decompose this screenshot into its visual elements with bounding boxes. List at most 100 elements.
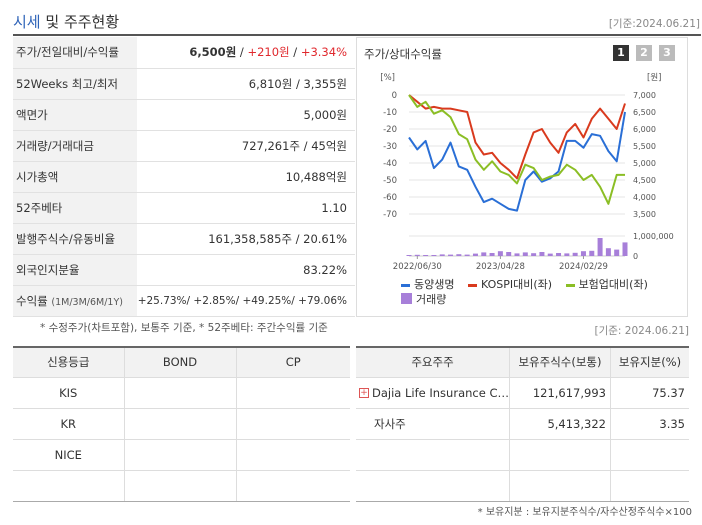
volume-bar	[423, 255, 429, 256]
volume-bar	[464, 254, 470, 256]
holders-footnote: * 보유지분 : 보유지분주식수/자수산정주식수×100	[477, 507, 692, 518]
quote-row-price: 주가/전일대비/수익률 6,500원 / +210원 / +3.34%	[13, 37, 355, 69]
left-tick-label: -30	[383, 142, 397, 152]
left-tick-label: -50	[383, 176, 397, 186]
right-tick-label: 5,000	[633, 159, 656, 168]
quote-value: 10,488억원	[137, 161, 355, 193]
quote-label: 발행주식수/유동비율	[13, 223, 137, 255]
quote-label: 거래량/거래대금	[13, 130, 137, 162]
legend-item[interactable]: 보험업대비(좌)	[565, 277, 648, 292]
column-header: BOND	[123, 346, 236, 378]
x-tick-label: 2022/06/30	[393, 262, 442, 272]
column-header: CP	[235, 346, 350, 378]
left-tick-label: 0	[392, 91, 397, 101]
chart-page-1-button[interactable]: 1	[613, 45, 629, 61]
price-chart: 0 -10 -20 -30 -40 -50 -60 -70 7,000 6,500 6,000 5,5…	[380, 73, 673, 272]
table-row	[13, 470, 350, 502]
volume-bar	[614, 249, 620, 256]
volume-bar	[439, 254, 445, 256]
table-row	[356, 470, 689, 502]
left-tick-label: -10	[383, 108, 397, 118]
chart-page-2-button[interactable]: 2	[636, 45, 652, 61]
quote-table: 주가/전일대비/수익률 6,500원 / +210원 / +3.34% 52We…	[13, 37, 355, 317]
holder-pct	[609, 470, 689, 502]
series-line-1	[408, 111, 626, 212]
quote-row-market-cap: 시가총액 10,488억원	[13, 161, 355, 193]
table-row: KIS	[13, 377, 350, 409]
volume-bar	[539, 252, 545, 256]
right-tick-label: 6,000	[633, 125, 656, 134]
column-header: 보유주식수(보통)	[508, 346, 611, 378]
price-value: 6,500원	[189, 45, 237, 60]
holder-name: 자사주	[356, 408, 510, 440]
legend-swatch	[401, 293, 412, 304]
series-line-3	[408, 94, 625, 205]
quote-label: 액면가	[13, 99, 137, 131]
table-row: 자사주 5,413,322 3.35	[356, 408, 689, 440]
table-cell	[123, 408, 236, 440]
shareholders-table: 주요주주 보유주식수(보통) 보유지분(%) + Dajia Life Insur…	[356, 346, 689, 502]
legend-item[interactable]: 동양생명	[401, 277, 454, 292]
section-title: 시세 및 주주현황	[13, 13, 120, 31]
quote-value: 727,261주 / 45억원	[137, 130, 355, 162]
rate-value: +3.34%	[300, 45, 347, 60]
quote-label: 시가총액	[13, 161, 137, 193]
quote-value: 5,000원	[137, 99, 355, 131]
legend-swatch	[565, 283, 575, 287]
holders-header-row: 주요주주 보유주식수(보통) 보유지분(%)	[356, 346, 689, 378]
table-cell	[13, 470, 124, 502]
table-cell	[123, 470, 236, 502]
table-cell	[235, 408, 350, 440]
volume-bar	[622, 242, 628, 256]
volume-bar	[547, 253, 553, 256]
right-tick-label: 3,500	[633, 210, 656, 219]
table-row: + Dajia Life Insurance C… 121,617,993 75.…	[356, 377, 689, 409]
volume-bar	[597, 238, 603, 256]
series-line-2	[408, 94, 626, 180]
holder-name	[356, 470, 510, 502]
holder-name	[356, 439, 510, 471]
volume-bar	[448, 254, 454, 256]
expand-plus-icon[interactable]: +	[359, 388, 369, 398]
left-tick-label: -60	[383, 193, 397, 203]
right-tick-label: 4,000	[633, 193, 656, 202]
chart-panel: 주가/상대수익률 1 2 3 0 -10 -20 -30 -40 -50 -60 -70 7,0…	[356, 37, 688, 317]
quote-label: 외국인지분율	[13, 254, 137, 286]
table-cell	[123, 439, 236, 471]
holder-shares: 5,413,322	[508, 408, 611, 440]
table-row	[356, 439, 689, 471]
right-tick-label: 7,000	[633, 91, 656, 100]
holder-pct: 3.35	[609, 408, 689, 440]
legend-swatch	[467, 283, 477, 287]
legend-swatch	[401, 283, 410, 287]
volume-bar	[431, 255, 437, 256]
legend-item[interactable]: 거래량	[401, 292, 446, 307]
section-header: 시세 및 주주현황 [기준:2024.06.21]	[13, 9, 701, 36]
quote-row-shares: 발행주식수/유동비율 161,358,585주 / 20.61%	[13, 223, 355, 255]
credit-header-row: 신용등급 BOND CP	[13, 346, 350, 378]
table-row: KR	[13, 408, 350, 440]
chart-legend: 동양생명 KOSPI대비(좌) 보험업대비(좌) 거래량	[401, 277, 681, 307]
holder-shares	[508, 439, 611, 471]
quote-row-beta: 52주베타 1.10	[13, 192, 355, 224]
change-value: +210원	[247, 45, 290, 60]
table-cell	[235, 377, 350, 409]
column-header: 신용등급	[13, 346, 124, 378]
holder-name[interactable]: + Dajia Life Insurance C…	[356, 377, 510, 409]
left-axis-label: [%]	[380, 73, 395, 83]
x-tick-label: 2024/02/29	[559, 262, 608, 272]
table-cell	[123, 377, 236, 409]
table-cell	[235, 439, 350, 471]
volume-tick-label: 0	[633, 252, 638, 261]
quote-value: 6,810원 / 3,355원	[137, 68, 355, 100]
chart-page-3-button[interactable]: 3	[659, 45, 675, 61]
volume-bar	[605, 248, 611, 256]
chart-title: 주가/상대수익률	[364, 47, 442, 61]
holder-shares	[508, 470, 611, 502]
volume-bar	[472, 253, 478, 256]
left-tick-label: -70	[383, 210, 397, 220]
quote-row-volume: 거래량/거래대금 727,261주 / 45억원	[13, 130, 355, 162]
legend-item[interactable]: KOSPI대비(좌)	[467, 277, 552, 292]
volume-bar	[497, 251, 503, 256]
table-cell: KIS	[13, 377, 124, 409]
